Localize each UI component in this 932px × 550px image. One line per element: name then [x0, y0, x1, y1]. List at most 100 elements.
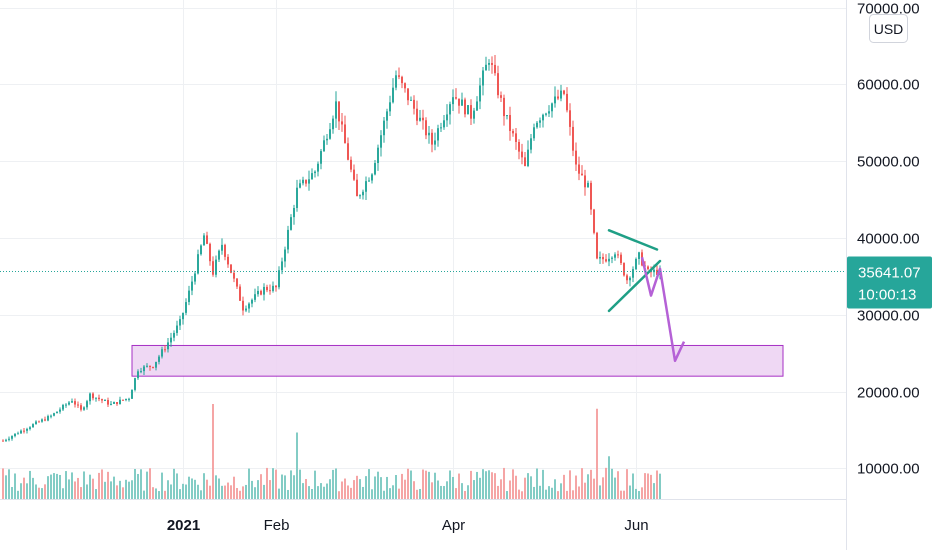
- candle-body: [401, 76, 403, 84]
- candle-body: [545, 113, 547, 115]
- candle-body: [2, 440, 4, 442]
- volume-bar: [143, 490, 145, 499]
- volume-bar: [497, 485, 499, 499]
- candle-body: [446, 114, 448, 121]
- volume-bar: [359, 479, 361, 499]
- candle-body: [434, 140, 436, 145]
- volume-bar: [50, 474, 52, 499]
- candle-body: [59, 409, 61, 412]
- volume-bar: [596, 408, 598, 499]
- volume-bar: [98, 472, 100, 499]
- volume-bar: [227, 482, 229, 499]
- volume-bar: [116, 485, 118, 499]
- candle-body: [143, 366, 145, 372]
- volume-bar: [179, 489, 181, 499]
- volume-bar: [209, 485, 211, 499]
- volume-bar: [647, 473, 649, 499]
- candle-body: [488, 62, 490, 65]
- candle-body: [89, 393, 91, 402]
- candle-body: [173, 332, 175, 338]
- volume-bar: [80, 487, 82, 499]
- candle-body: [185, 302, 187, 313]
- candle-body: [623, 263, 625, 276]
- volume-bar: [47, 476, 49, 499]
- volume-bar: [389, 488, 391, 499]
- volume-bar: [314, 470, 316, 499]
- candle-body: [191, 281, 193, 291]
- candle-body: [179, 319, 181, 326]
- candle-body: [92, 393, 94, 399]
- volume-bar: [356, 475, 358, 499]
- candle-body: [407, 88, 409, 101]
- volume-bar: [230, 485, 232, 499]
- volume-bar: [173, 468, 175, 499]
- price-tick-label: 30000.00: [857, 308, 920, 325]
- volume-bar: [191, 478, 193, 499]
- volume-bar: [254, 487, 256, 499]
- volume-bar: [65, 471, 67, 499]
- candle-body: [167, 342, 169, 350]
- volume-bar: [476, 471, 478, 499]
- volume-bar: [2, 468, 4, 499]
- volume-bar: [545, 489, 547, 499]
- candle-body: [626, 275, 628, 281]
- candle-body: [464, 99, 466, 115]
- candle-body: [284, 249, 286, 262]
- currency-box[interactable]: USD: [869, 14, 908, 43]
- candle-body: [497, 73, 499, 96]
- candle-body: [509, 115, 511, 131]
- volume-bar: [593, 478, 595, 499]
- volume-bar: [341, 481, 343, 499]
- volume-bar: [383, 490, 385, 499]
- candle-body: [404, 83, 406, 89]
- volume-bar: [623, 490, 625, 499]
- volume-bar: [122, 487, 124, 499]
- volume-bar: [629, 485, 631, 499]
- volume-bar: [530, 476, 532, 499]
- volume-bar: [464, 490, 466, 499]
- candle-body: [335, 101, 337, 119]
- volume-bar: [371, 489, 373, 499]
- candle-body: [422, 117, 424, 121]
- volume-layer: [2, 404, 661, 499]
- time-scale[interactable]: 2021 Feb Apr Jun: [167, 517, 649, 534]
- candle-body: [38, 421, 40, 423]
- candle-body: [353, 169, 355, 180]
- volume-bar: [302, 483, 304, 499]
- volume-bar: [614, 477, 616, 499]
- volume-bar: [101, 469, 103, 499]
- candle-body: [290, 217, 292, 230]
- candle-body: [569, 110, 571, 127]
- volume-bar: [587, 474, 589, 499]
- triangle-lower-line: [607, 259, 662, 313]
- candle-body: [452, 97, 454, 105]
- candle-body: [242, 300, 244, 311]
- volume-bar: [386, 476, 388, 499]
- candle-body: [533, 127, 535, 139]
- volume-bar: [617, 471, 619, 499]
- volume-bar: [650, 474, 652, 499]
- candle-body: [575, 150, 577, 165]
- price-scale[interactable]: 10000.00 20000.00 30000.00 40000.00 50000.00…: [857, 1, 920, 478]
- drawing-layer[interactable]: [607, 229, 686, 363]
- candle-body: [71, 401, 73, 403]
- volume-bar: [155, 488, 157, 499]
- candle-body: [101, 399, 103, 401]
- volume-bar: [443, 486, 445, 499]
- candle-body: [8, 438, 10, 440]
- support-zone-layer[interactable]: [131, 344, 784, 377]
- candle-body: [44, 419, 46, 421]
- volume-bar: [119, 480, 121, 499]
- volume-bar: [14, 473, 16, 499]
- volume-bar: [632, 473, 634, 499]
- candle-body: [53, 413, 55, 416]
- candle-body: [539, 120, 541, 123]
- volume-bar: [329, 479, 331, 499]
- candle-body: [86, 401, 88, 408]
- candle-body: [476, 101, 478, 111]
- volume-bar: [395, 474, 397, 499]
- candle-body: [161, 349, 163, 357]
- price-tick-label: 20000.00: [857, 385, 920, 402]
- candle-body: [638, 252, 640, 259]
